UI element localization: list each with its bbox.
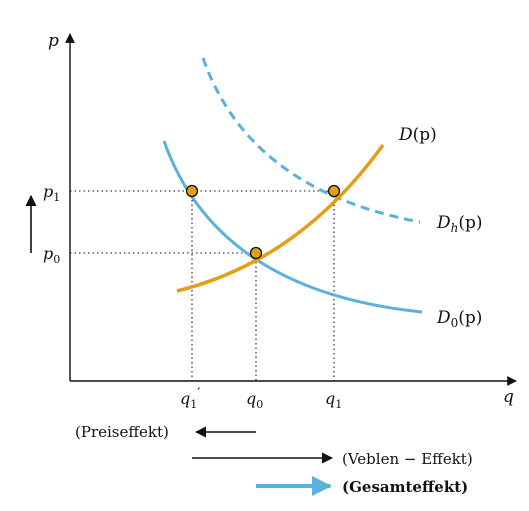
tick-q1-prime: q1′ <box>180 386 200 411</box>
point-q1-prime-p1 <box>185 184 199 198</box>
label-demand-h-curve: Dh(p) <box>436 213 483 235</box>
tick-q1: q1 <box>325 389 342 411</box>
point-q0-p0 <box>249 246 263 260</box>
veblen-effect-label: (Veblen − Effekt) <box>342 450 473 468</box>
tick-p0: p0 <box>43 244 60 266</box>
tick-p1: p1 <box>43 182 60 204</box>
label-supply-curve: D(p) <box>398 125 437 145</box>
x-axis-label: q <box>503 387 514 407</box>
demand-h-curve <box>201 57 421 224</box>
y-axis-label: p <box>48 31 59 51</box>
tick-q0: q0 <box>246 389 263 411</box>
price-effect-label: (Preiseffekt) <box>75 423 169 441</box>
guide-lines <box>70 190 335 381</box>
total-effect-label: (Gesamteffekt) <box>342 478 468 496</box>
demand-0-curve <box>162 140 423 314</box>
supply-curve <box>176 143 385 293</box>
label-demand-0-curve: D0(p) <box>436 308 482 330</box>
point-q1-p1 <box>327 184 341 198</box>
